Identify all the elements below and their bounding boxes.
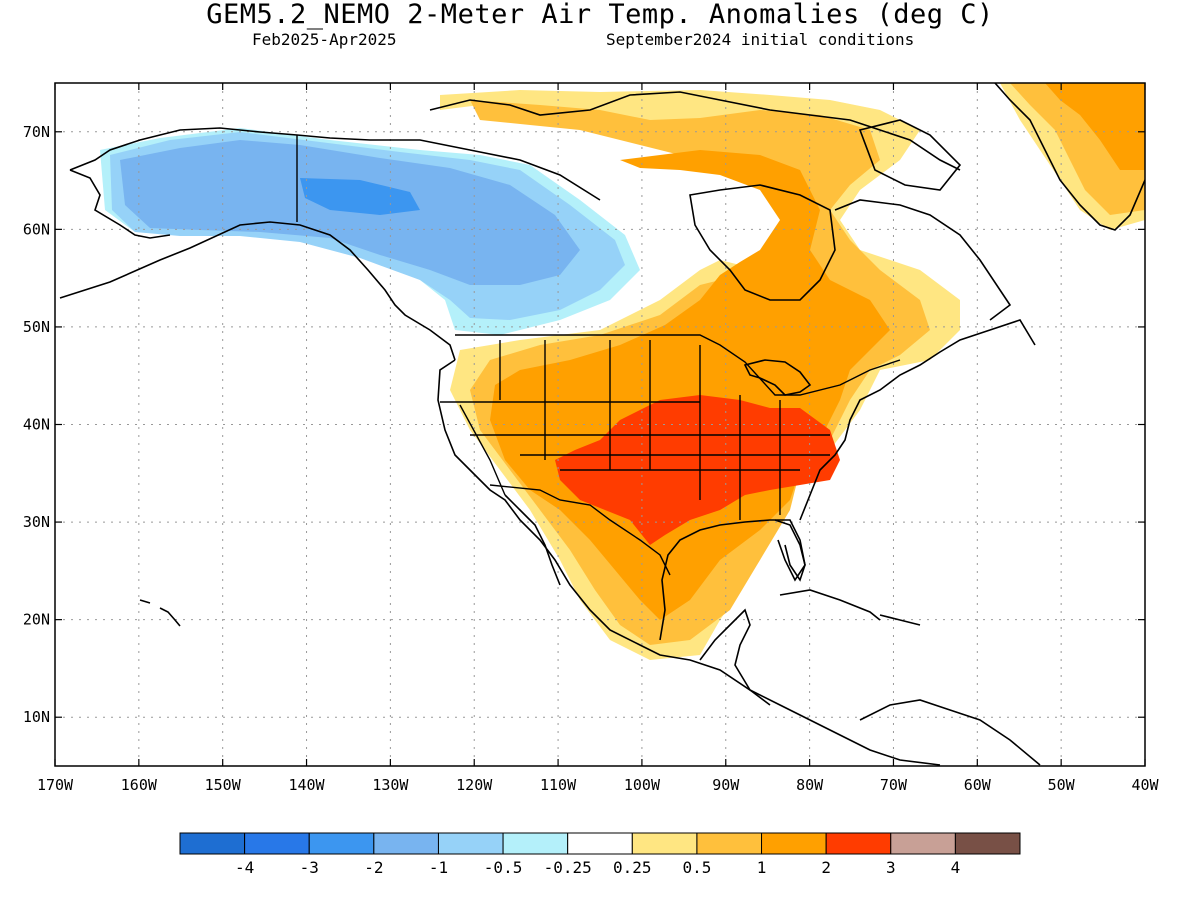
lon-label: 50W — [1048, 776, 1076, 794]
lat-label: 30N — [23, 513, 50, 531]
initial-conditions: September2024 initial conditions — [606, 30, 915, 49]
lon-label: 160W — [121, 776, 158, 794]
lat-label: 50N — [23, 318, 50, 336]
colorbar-bin — [761, 832, 827, 855]
lat-label: 40N — [23, 416, 50, 434]
map-title: GEM5.2_NEMO 2-Meter Air Temp. Anomalies … — [206, 0, 994, 30]
coastline-hudson-bay — [689, 184, 836, 301]
coastline-florida — [774, 519, 806, 582]
lon-label: 70W — [880, 776, 908, 794]
coastline-alaska — [59, 221, 456, 361]
colorbar-label: 0.25 — [613, 858, 652, 877]
coastline-alaska-west — [69, 169, 171, 239]
colorbar-bin — [954, 832, 1021, 855]
colorbar-label: 3 — [886, 858, 896, 877]
map-axes: 70N 60N 50N 40N 30N 20N 10N 170W 160W 150W 140W 130… — [23, 83, 1160, 794]
colorbar-bin — [825, 832, 892, 855]
coastline-baffin — [858, 119, 962, 191]
anomaly-region-cold-med — [120, 140, 580, 285]
colorbar-label: -1 — [429, 858, 448, 877]
border-us-canada — [455, 334, 901, 396]
coastline-labrador — [834, 199, 1012, 321]
lon-label: 60W — [964, 776, 992, 794]
lon-label: 170W — [37, 776, 74, 794]
coastline-hispaniola — [879, 614, 921, 626]
lon-label: 40W — [1131, 776, 1159, 794]
coastline-arctic-islands — [429, 91, 961, 171]
lon-label: 80W — [796, 776, 824, 794]
lat-label: 10N — [23, 708, 50, 726]
colorbar-bin — [308, 832, 375, 855]
colorbar-bin — [890, 832, 956, 855]
lat-label: 60N — [23, 220, 50, 238]
colorbar-label: 2 — [821, 858, 831, 877]
lon-label: 150W — [205, 776, 242, 794]
coastline-cuba — [779, 589, 881, 621]
lat-label: 20N — [23, 611, 50, 629]
colorbar: -4 -3 -2 -1 -0.5 -0.25 0.25 0.5 1 2 3 4 — [179, 832, 1021, 877]
colorbar-bin — [696, 832, 763, 855]
coastline-greenland — [994, 83, 1145, 231]
coastline-south-america — [859, 699, 1041, 766]
lon-label: 140W — [288, 776, 325, 794]
border-us-states — [440, 340, 830, 520]
colorbar-label: 1 — [757, 858, 767, 877]
coastline-great-lakes — [743, 359, 812, 396]
coastlines — [59, 83, 1145, 766]
coastline-gulf — [659, 519, 806, 641]
colorbar-label: -0.5 — [484, 858, 523, 877]
coastline-yucatan — [699, 608, 771, 706]
lat-label: 70N — [23, 123, 50, 141]
coastline-hawaii — [139, 599, 181, 627]
forecast-period: Feb2025-Apr2025 — [252, 30, 397, 49]
lon-label: 100W — [624, 776, 661, 794]
colorbar-bin — [437, 832, 504, 855]
colorbar-bin — [179, 832, 246, 855]
colorbar-bin — [502, 832, 569, 855]
lon-label: 120W — [456, 776, 493, 794]
colorbar-label: -3 — [300, 858, 319, 877]
colorbar-bin — [244, 832, 310, 855]
colorbar-label: -0.25 — [544, 858, 592, 877]
colorbar-label: -2 — [364, 858, 383, 877]
colorbar-bin — [567, 832, 633, 855]
anomaly-region-warm-med-greenland — [1045, 83, 1145, 170]
coastline-baja — [504, 494, 561, 586]
colorbar-bin — [373, 832, 439, 855]
colorbar-bin — [631, 832, 698, 855]
lon-label: 130W — [372, 776, 409, 794]
colorbar-label: 0.5 — [682, 858, 711, 877]
coastline-pacific — [437, 359, 941, 766]
colorbar-label: 4 — [951, 858, 961, 877]
political-borders — [296, 135, 901, 576]
colorbar-label: -4 — [235, 858, 254, 877]
border-us-mexico — [489, 484, 671, 576]
lon-label: 90W — [712, 776, 740, 794]
lon-label: 110W — [540, 776, 577, 794]
coastline-atlantic — [799, 319, 1036, 521]
